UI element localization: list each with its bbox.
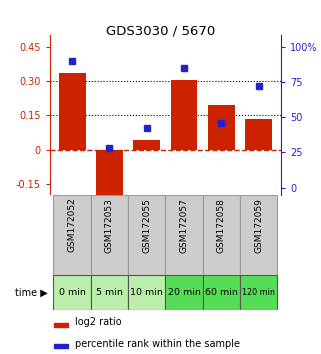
Bar [170, 80, 197, 150]
Text: GSM172055: GSM172055 [142, 198, 151, 253]
Text: 5 min: 5 min [96, 289, 123, 297]
Text: GSM172059: GSM172059 [254, 198, 263, 253]
Bar [128, 275, 165, 310]
Text: 0 min: 0 min [59, 289, 86, 297]
Bar [96, 150, 123, 195]
Bar [91, 275, 128, 310]
Text: GDS3030 / 5670: GDS3030 / 5670 [106, 25, 215, 38]
Text: GSM172057: GSM172057 [179, 198, 188, 253]
Bar [54, 195, 91, 275]
Bar [54, 275, 91, 310]
Bar [165, 195, 203, 275]
Text: 120 min: 120 min [242, 289, 275, 297]
Bar [240, 275, 277, 310]
Bar [203, 275, 240, 310]
Bar [245, 119, 272, 150]
Text: percentile rank within the sample: percentile rank within the sample [75, 339, 240, 349]
Text: 20 min: 20 min [168, 289, 200, 297]
Bar [133, 141, 160, 150]
Bar [128, 195, 165, 275]
Text: GSM172052: GSM172052 [68, 198, 77, 252]
Text: log2 ratio: log2 ratio [75, 318, 122, 327]
Bar [208, 105, 235, 150]
Bar [240, 195, 277, 275]
Bar [165, 275, 203, 310]
Bar [59, 73, 85, 150]
Text: 60 min: 60 min [205, 289, 238, 297]
Text: 10 min: 10 min [130, 289, 163, 297]
Bar [54, 344, 68, 348]
Bar [203, 195, 240, 275]
Text: GSM172053: GSM172053 [105, 198, 114, 253]
Text: time ▶: time ▶ [15, 288, 48, 298]
Bar [91, 195, 128, 275]
Bar [54, 323, 68, 327]
Text: GSM172058: GSM172058 [217, 198, 226, 253]
